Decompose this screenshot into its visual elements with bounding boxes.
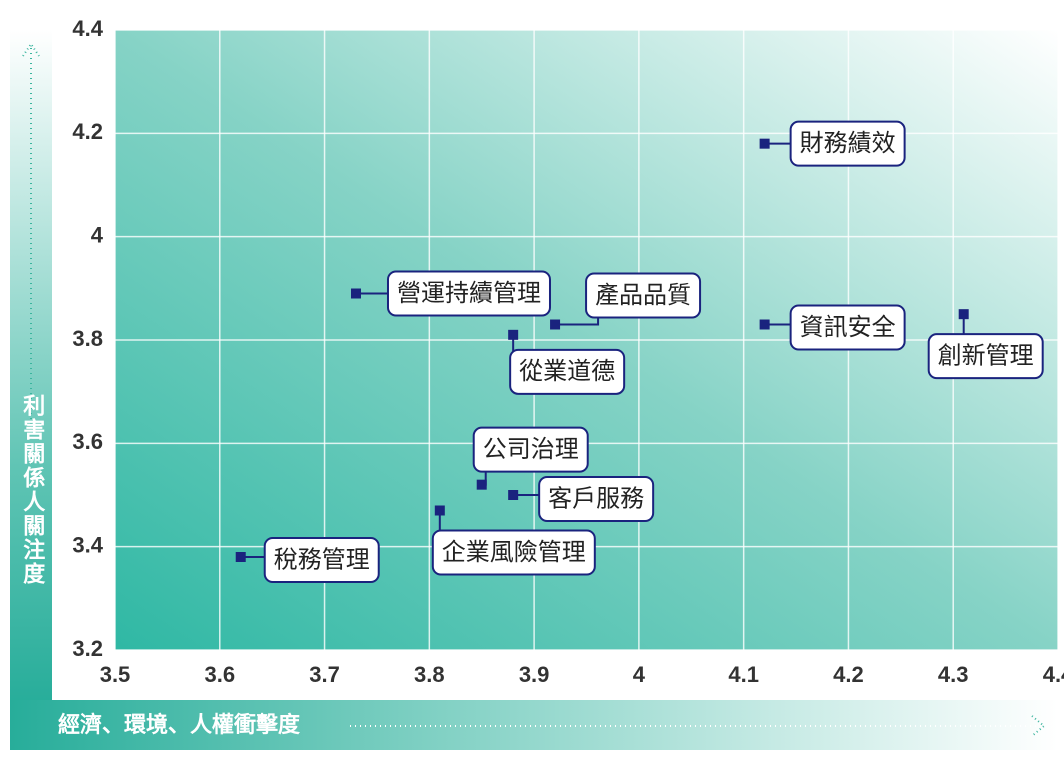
point <box>476 479 487 490</box>
label-box <box>585 272 702 319</box>
x-tick-label: 3.9 <box>519 662 550 687</box>
label-box <box>386 270 551 317</box>
y-tick-label: 4.2 <box>72 119 103 144</box>
x-axis-label: 經濟、環境、人權衝擊度 <box>58 712 301 737</box>
point-label: 企業風險管理 <box>442 539 586 566</box>
label-box <box>789 120 906 167</box>
point-label: 資訊安全 <box>800 314 896 341</box>
leader-line <box>555 317 600 326</box>
point <box>958 309 969 320</box>
point-label: 從業道德 <box>519 358 615 385</box>
label-box <box>509 348 626 395</box>
x-tick-label: 3.5 <box>100 662 131 687</box>
x-tick-label: 4 <box>633 662 646 687</box>
x-tick-label: 3.6 <box>204 662 235 687</box>
label-box <box>431 529 596 576</box>
y-tick-label: 4.4 <box>72 16 103 41</box>
point-label: 公司治理 <box>483 436 579 463</box>
point <box>350 288 361 299</box>
label-box <box>472 426 589 473</box>
x-tick-label: 4.1 <box>728 662 759 687</box>
point <box>550 319 561 330</box>
x-axis-band <box>10 700 1058 750</box>
x-tick-label: 4.4 <box>1043 662 1064 687</box>
point-label: 稅務管理 <box>274 546 370 573</box>
y-tick-label: 3.8 <box>72 326 103 351</box>
y-tick-label: 3.6 <box>72 429 103 454</box>
point-label: 創新管理 <box>938 343 1034 370</box>
point <box>508 329 519 340</box>
y-tick-label: 3.4 <box>72 532 103 557</box>
decor-arrow <box>22 42 40 57</box>
point-label: 產品品質 <box>595 282 691 309</box>
point <box>508 490 519 500</box>
label-box <box>263 537 380 583</box>
y-tick-label: 4 <box>91 222 104 247</box>
y-axis-label: 利害關係人關注度 <box>20 394 45 586</box>
point-label: 營運持續管理 <box>397 280 541 307</box>
y-tick-label: 3.2 <box>72 636 103 661</box>
x-tick-label: 3.7 <box>309 662 340 687</box>
label-box <box>927 333 1044 380</box>
point-label: 財務績效 <box>800 130 896 157</box>
label-box <box>538 476 655 522</box>
point <box>235 552 246 562</box>
x-tick-label: 4.3 <box>938 662 969 687</box>
point <box>759 138 770 149</box>
point <box>434 505 445 516</box>
label-box <box>789 304 906 351</box>
y-axis-band <box>10 30 52 705</box>
x-tick-label: 4.2 <box>833 662 864 687</box>
point <box>759 319 770 330</box>
point-label: 客戶服務 <box>548 485 644 512</box>
x-tick-label: 3.8 <box>414 662 445 687</box>
